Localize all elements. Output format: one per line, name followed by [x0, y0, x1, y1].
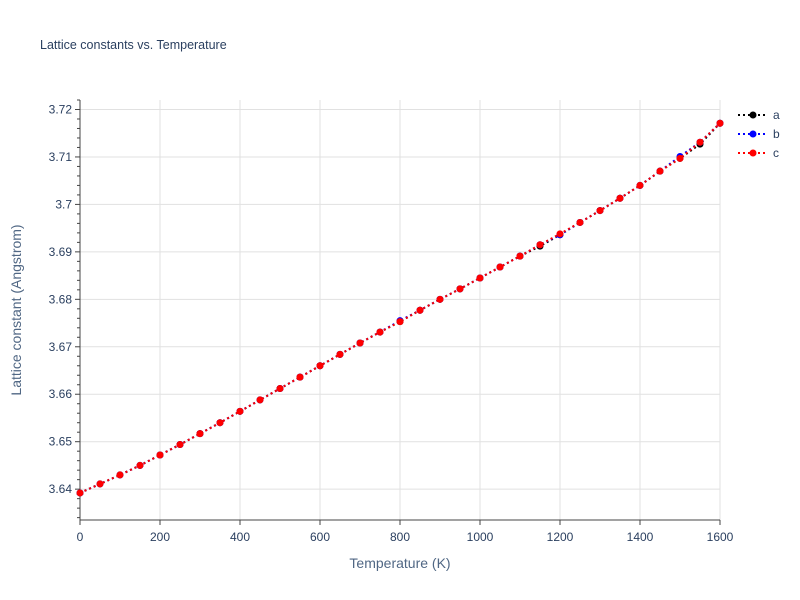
data-point-c[interactable]	[96, 480, 104, 488]
legend-item-b[interactable]: b	[738, 127, 780, 141]
data-point-c[interactable]	[76, 489, 84, 497]
data-point-c[interactable]	[176, 441, 184, 449]
legend-marker	[749, 130, 757, 138]
axes: 0 200 400 600 800 1000 1200 1400 1600 3.64 3.65 3.6…	[49, 99, 734, 544]
data-point-c[interactable]	[376, 328, 384, 336]
data-point-c[interactable]	[416, 306, 424, 314]
data-point-c[interactable]	[336, 350, 344, 358]
y-tick-label: 3.71	[49, 150, 73, 164]
y-tick-label: 3.65	[49, 435, 73, 449]
x-tick-label: 0	[77, 530, 84, 544]
legend-marker	[749, 149, 757, 157]
series-layer	[76, 119, 724, 497]
data-point-c[interactable]	[256, 396, 264, 404]
x-tick-label: 800	[390, 530, 410, 544]
data-point-c[interactable]	[136, 461, 144, 469]
x-axis-title: Temperature (K)	[349, 555, 450, 571]
data-point-c[interactable]	[276, 385, 284, 393]
x-tick-label: 1600	[707, 530, 734, 544]
data-point-c[interactable]	[496, 263, 504, 271]
legend-label: c	[773, 146, 779, 160]
data-point-c[interactable]	[456, 285, 464, 293]
data-point-c[interactable]	[476, 274, 484, 282]
series-c[interactable]	[76, 119, 724, 497]
x-tick-label: 200	[150, 530, 170, 544]
data-point-c[interactable]	[656, 167, 664, 175]
x-tick-label: 1200	[547, 530, 574, 544]
data-point-c[interactable]	[156, 451, 164, 459]
data-point-c[interactable]	[616, 194, 624, 202]
y-tick-label: 3.67	[49, 340, 73, 354]
data-point-c[interactable]	[536, 241, 544, 249]
data-point-c[interactable]	[296, 373, 304, 381]
grid-lines	[80, 100, 721, 520]
x-tick-label: 600	[310, 530, 330, 544]
data-point-c[interactable]	[696, 138, 704, 146]
data-point-c[interactable]	[196, 430, 204, 438]
data-point-c[interactable]	[116, 471, 124, 479]
y-axis-title: Lattice constant (Angstrom)	[8, 224, 24, 395]
y-tick-label: 3.68	[49, 292, 73, 306]
data-point-c[interactable]	[396, 318, 404, 326]
y-tick-label: 3.64	[49, 482, 73, 496]
data-point-c[interactable]	[576, 218, 584, 226]
x-tick-label: 1000	[467, 530, 494, 544]
data-point-c[interactable]	[716, 119, 724, 127]
legend-label: b	[773, 127, 780, 141]
legend[interactable]: abc	[738, 108, 780, 160]
data-point-c[interactable]	[356, 339, 364, 347]
data-point-c[interactable]	[596, 207, 604, 215]
x-tick-label: 400	[230, 530, 250, 544]
data-point-c[interactable]	[436, 295, 444, 303]
y-tick-label: 3.7	[55, 197, 72, 211]
data-point-c[interactable]	[316, 362, 324, 370]
data-point-c[interactable]	[676, 154, 684, 162]
y-tick-label: 3.72	[49, 102, 73, 116]
legend-item-a[interactable]: a	[738, 108, 780, 122]
legend-item-c[interactable]: c	[738, 146, 779, 160]
x-tick-label: 1400	[627, 530, 654, 544]
data-point-c[interactable]	[636, 181, 644, 189]
legend-label: a	[773, 108, 780, 122]
chart-title: Lattice constants vs. Temperature	[40, 38, 227, 52]
data-point-c[interactable]	[516, 252, 524, 260]
y-tick-label: 3.66	[49, 387, 73, 401]
data-point-c[interactable]	[236, 407, 244, 415]
data-point-c[interactable]	[216, 419, 224, 427]
data-point-c[interactable]	[556, 230, 564, 238]
y-tick-label: 3.69	[49, 245, 73, 259]
legend-marker	[749, 111, 757, 119]
